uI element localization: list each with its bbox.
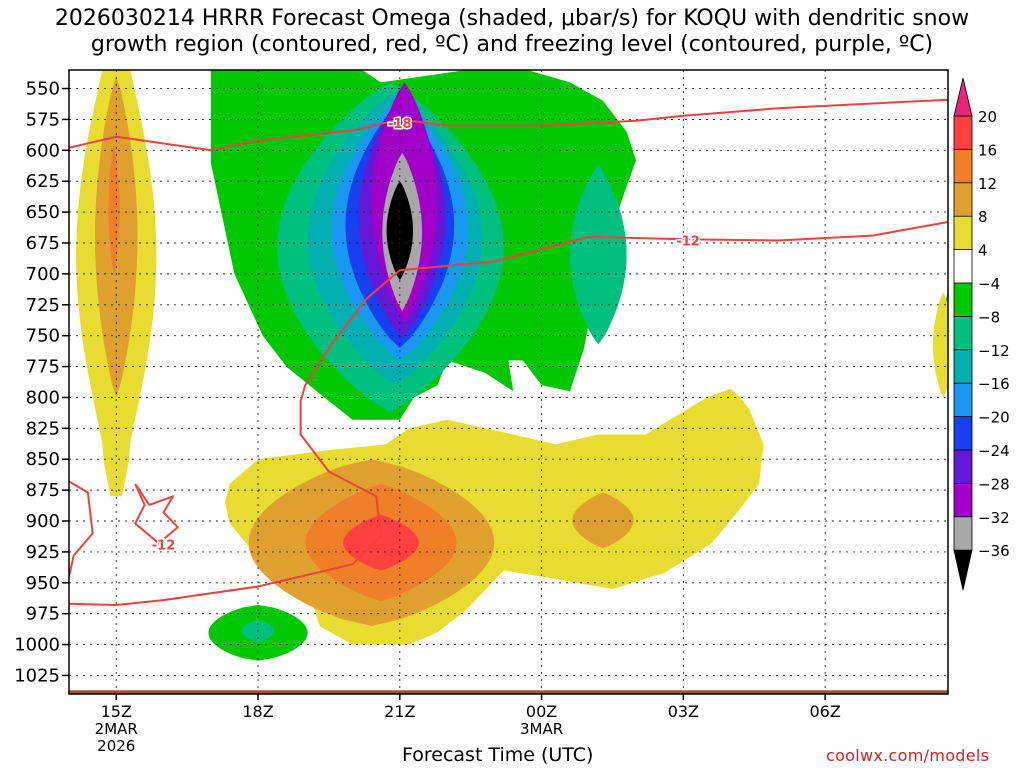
colorbar-label-3: 8: [978, 208, 988, 226]
y-tick-label-875: 875: [26, 480, 60, 501]
isotherm-minus-12-closed: [134, 483, 179, 545]
colorbar-arrow-top: [953, 77, 973, 117]
pressure-axis: 550 575 600 625 650 675 700 725 750 775 800 825 850 8…: [14, 79, 69, 686]
x-tick-label-00Z: 00Z: [526, 702, 557, 721]
x-tick-label-21Z: 21Z: [384, 702, 415, 721]
chart-title: 2026030214 HRRR Forecast Omega (shaded, …: [0, 6, 1024, 58]
omega-fill-left-column-core: [108, 144, 120, 274]
x-tick-sublabel-2026: 2026: [97, 737, 135, 755]
y-tick-label-850: 850: [26, 449, 60, 470]
colorbar-box-m20_m16: [953, 382, 973, 418]
y-tick-label-725: 725: [26, 295, 60, 316]
colorbar-label-12: −32: [978, 509, 1010, 527]
y-tick-label-825: 825: [26, 418, 60, 439]
y-tick-label-800: 800: [26, 387, 60, 408]
chart-title-line-2: growth region (contoured, red, ºC) and f…: [90, 32, 934, 57]
y-tick-label-950: 950: [26, 573, 60, 594]
x-tick-label-03Z: 03Z: [668, 702, 699, 721]
colorbar-box-m4_4: [953, 249, 973, 284]
chart-title-line-1: 2026030214 HRRR Forecast Omega (shaded, …: [54, 6, 970, 31]
colorbar-label-4: 4: [978, 242, 988, 260]
y-tick-label-625: 625: [26, 171, 60, 192]
x-tick-label-06Z: 06Z: [809, 702, 840, 721]
colorbar-box-8_12: [953, 182, 973, 218]
colorbar-label-8: −16: [978, 375, 1010, 393]
contour-labels: -18 -12 -12: [150, 116, 701, 555]
credit-link[interactable]: coolwx.com/models: [826, 746, 990, 765]
colorbar-box-12_16: [953, 148, 973, 184]
colorbar-label-13: −36: [978, 542, 1010, 560]
colorbar-label-10: −24: [978, 442, 1010, 460]
colorbar-label-9: −20: [978, 409, 1010, 427]
y-tick-label-600: 600: [26, 140, 60, 161]
colorbar-box-m16_m12: [953, 349, 973, 385]
colorbar-arrow-bottom: [953, 549, 973, 591]
x-tick-sublabel-3MAR: 3MAR: [520, 720, 563, 738]
y-tick-label-650: 650: [26, 202, 60, 223]
contour-label-1: -12: [676, 235, 700, 250]
omega-fill-right-orange: [572, 492, 634, 549]
colorbar-box-4_8: [953, 215, 973, 251]
omega-shading: [69, 70, 948, 694]
colorbar-label-6: −8: [978, 308, 1000, 326]
colorbar-box-m8_m4: [953, 282, 973, 318]
omega-fill-secondary-lobe: [569, 165, 627, 345]
terrain-strip: [69, 690, 948, 694]
colorbar-label-11: −28: [978, 475, 1010, 493]
x-tick-label-18Z: 18Z: [242, 702, 273, 721]
colorbar-box-m28_m24: [953, 449, 973, 485]
y-tick-label-975: 975: [26, 604, 60, 625]
y-tick-label-675: 675: [26, 233, 60, 254]
colorbar: 20 16 12 8 4 −4 −8 −12 −16 −20 −24 −28 −32 −36: [953, 77, 1010, 591]
y-tick-label-700: 700: [26, 264, 60, 285]
y-tick-label-925: 925: [26, 542, 60, 563]
y-tick-label-750: 750: [26, 326, 60, 347]
y-tick-label-900: 900: [26, 511, 60, 532]
colorbar-box-16_20: [953, 115, 973, 151]
temperature-contours: [69, 98, 948, 606]
y-tick-label-775: 775: [26, 357, 60, 378]
y-tick-label-1000: 1000: [14, 635, 60, 656]
colorbar-label-0: 20: [978, 108, 997, 126]
y-tick-label-1025: 1025: [14, 665, 60, 686]
omega-fill-lt-m36: [386, 181, 413, 281]
x-tick-label-15Z: 15Z: [101, 702, 132, 721]
grid-lines: [69, 70, 948, 694]
colorbar-box-m32_m28: [953, 482, 973, 518]
colorbar-label-7: −12: [978, 342, 1010, 360]
colorbar-label-2: 12: [978, 175, 997, 193]
colorbar-box-m36_m32: [953, 516, 973, 552]
omega-fill-far-right-yellow: [932, 292, 948, 398]
isotherm-minus-18: [69, 98, 948, 152]
x-tick-sublabel-2MAR: 2MAR: [95, 720, 138, 738]
y-tick-label-550: 550: [26, 79, 60, 100]
omega-fill-low-16-20: [343, 514, 419, 571]
colorbar-label-1: 16: [978, 141, 997, 159]
isotherm-minus-12: [69, 221, 948, 606]
isotherm-minus-12-left: [69, 480, 94, 577]
contour-label-2: -12: [152, 538, 176, 553]
x-axis-label: Forecast Time (UTC): [402, 744, 594, 766]
plot-frame: [68, 69, 949, 695]
colorbar-box-m24_m20: [953, 416, 973, 451]
colorbar-box-m12_m8: [953, 315, 973, 351]
contour-label-0: -18: [388, 117, 412, 132]
y-tick-label-575: 575: [26, 109, 60, 130]
colorbar-label-5: −4: [978, 275, 1000, 293]
